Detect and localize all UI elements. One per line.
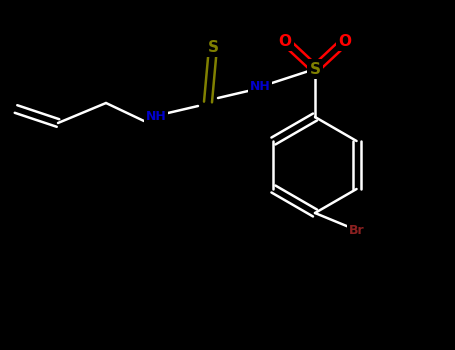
Text: O: O: [278, 34, 292, 49]
Text: S: S: [207, 40, 218, 55]
Text: NH: NH: [250, 80, 270, 93]
Text: O: O: [339, 34, 352, 49]
Text: S: S: [309, 62, 320, 77]
Text: Br: Br: [349, 224, 365, 238]
Text: NH: NH: [146, 111, 167, 124]
